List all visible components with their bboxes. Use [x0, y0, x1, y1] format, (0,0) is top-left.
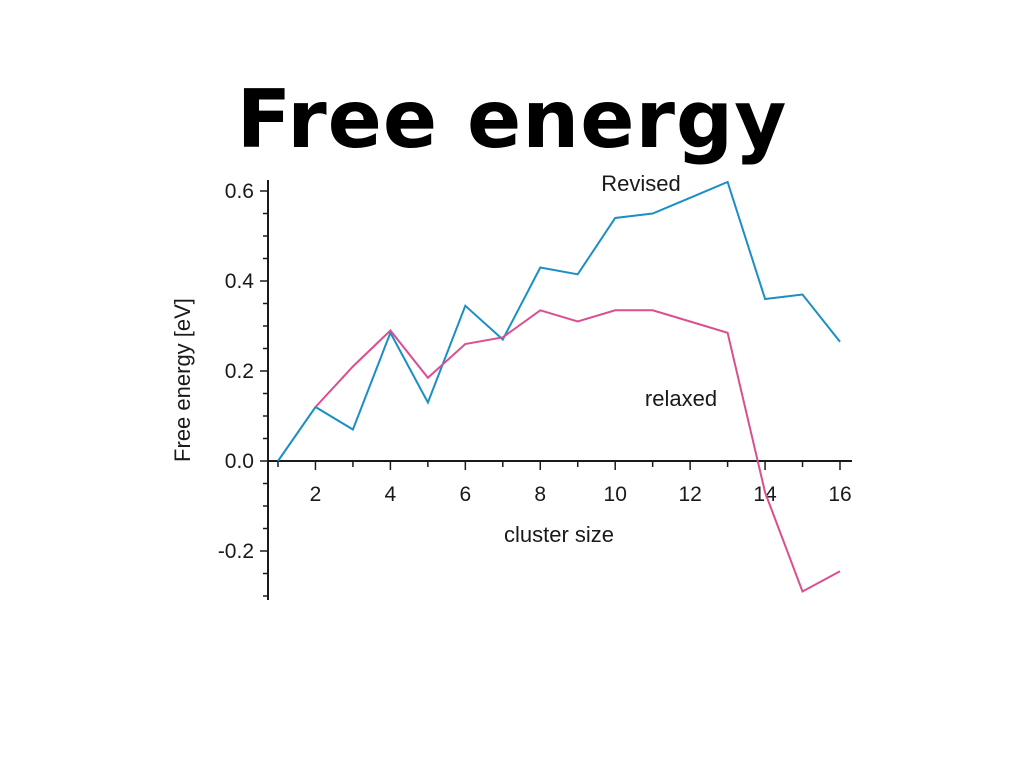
x-tick-label: 8: [534, 483, 546, 506]
y-tick-label: 0.6: [225, 180, 254, 203]
series-label-revised: Revised: [601, 171, 680, 196]
x-tick-label: 4: [385, 483, 397, 506]
x-tick-label: 12: [678, 483, 701, 506]
slide-title: Free energy: [236, 73, 788, 166]
y-tick-label: 0.4: [225, 270, 255, 293]
y-axis-label: Free energy [eV]: [170, 298, 195, 462]
y-tick-label: 0.2: [225, 360, 254, 383]
x-tick-label: 16: [828, 483, 851, 506]
series-label-relaxed: relaxed: [645, 386, 717, 411]
y-tick-label: 0.0: [225, 450, 254, 473]
x-tick-label: 2: [310, 483, 322, 506]
x-tick-label: 6: [459, 483, 471, 506]
y-tick-label: -0.2: [218, 540, 254, 563]
x-tick-label: 10: [604, 483, 627, 506]
chart-series: [277, 180, 841, 593]
chart-axes: -0.20.00.20.40.62 4 6 8 10 12 14 16: [218, 180, 852, 600]
x-axis-label: cluster size: [504, 522, 614, 547]
series-line-revised: [277, 180, 841, 462]
series-line-relaxed: [314, 309, 841, 593]
